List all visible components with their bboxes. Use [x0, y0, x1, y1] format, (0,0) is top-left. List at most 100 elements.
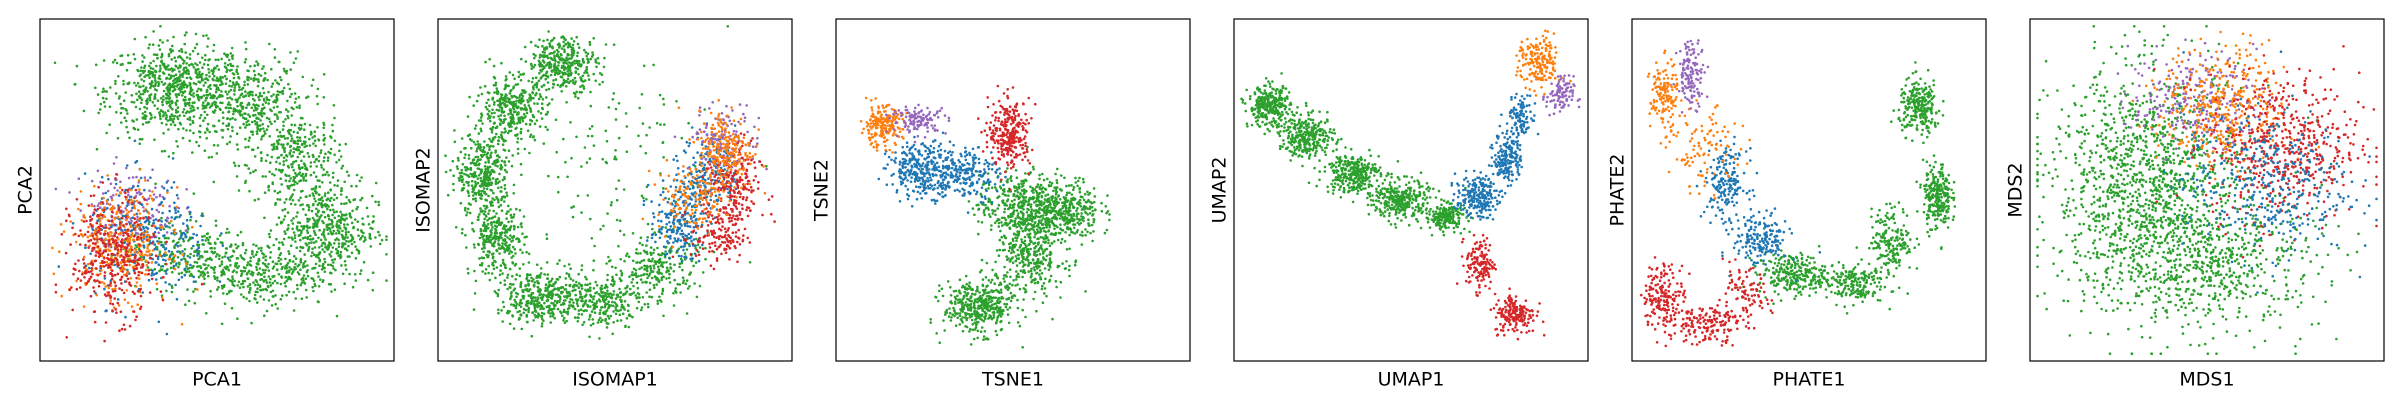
isomap-point-green: [477, 132, 481, 135]
pca-point-green: [359, 269, 363, 272]
isomap-point-green: [565, 58, 568, 62]
pca-point-red: [103, 293, 107, 296]
pca-point-green: [202, 34, 205, 38]
pca-point-green: [238, 286, 242, 290]
isomap-point-green: [494, 260, 497, 264]
isomap-point-green: [539, 77, 543, 80]
isomap-point-green: [480, 233, 483, 236]
isomap-point-green: [498, 99, 501, 102]
pca-point-green: [201, 243, 204, 246]
pca-point-green: [267, 90, 270, 94]
isomap-point-green: [479, 185, 483, 188]
isomap-point-green: [533, 56, 536, 60]
pca-point-green: [298, 249, 302, 253]
pca-point-green: [348, 272, 351, 276]
pca-point-blue: [174, 283, 177, 287]
pca-point-red: [113, 234, 116, 238]
isomap-point-green: [541, 68, 545, 71]
pca-point-green: [186, 69, 189, 72]
pca-point-green: [277, 256, 281, 260]
pca-point-blue: [144, 215, 148, 219]
isomap-point-green: [574, 92, 577, 96]
pca-point-green: [266, 153, 269, 157]
pca-point-green: [165, 87, 168, 90]
pca-point-green: [303, 163, 307, 166]
pca-point-green: [254, 283, 257, 287]
pca-point-red: [120, 288, 124, 292]
pca-point-green: [163, 236, 167, 240]
pca-point-red: [92, 211, 96, 214]
pca-point-green: [299, 238, 302, 242]
isomap-point-green: [482, 250, 485, 254]
pca-point-purple: [119, 180, 122, 184]
isomap-point-green: [542, 142, 546, 145]
pca-point-green: [181, 75, 184, 78]
pca-point-green: [325, 170, 329, 174]
isomap-point-green: [466, 207, 470, 211]
pca-point-green: [230, 306, 234, 310]
pca-point-green: [143, 110, 147, 114]
pca-point-green: [259, 127, 263, 131]
pca-point-green: [144, 74, 148, 77]
isomap-point-green: [503, 231, 507, 234]
isomap-point-green: [467, 191, 470, 194]
pca-point-green: [300, 246, 304, 249]
pca-point-green: [185, 56, 189, 59]
pca-point-green: [142, 79, 146, 83]
pca-point-orange: [125, 208, 128, 212]
pca-point-green: [288, 179, 291, 183]
pca-point-green: [333, 116, 336, 120]
pca-point-green: [124, 119, 128, 123]
pca-point-green: [277, 111, 281, 114]
pca-point-green: [313, 139, 317, 142]
pca-point-green: [261, 87, 265, 90]
isomap-point-green: [565, 85, 568, 88]
pca-point-purple: [93, 204, 96, 208]
pca-point-blue: [164, 269, 168, 273]
pca-point-green: [313, 134, 317, 138]
pca-point-orange: [82, 305, 86, 308]
pca-point-green: [182, 62, 185, 65]
pca-point-green: [117, 75, 120, 78]
pca-point-green: [243, 60, 247, 64]
pca-point-red: [110, 210, 114, 214]
pca-point-green: [263, 216, 266, 220]
pca-point-green: [227, 268, 231, 272]
pca-scatter-points: [51, 25, 388, 343]
pca-point-red: [126, 277, 130, 281]
pca-point-green: [343, 260, 347, 263]
pca-point-green: [247, 69, 250, 73]
pca-point-green: [270, 85, 274, 88]
pca-point-orange: [118, 186, 122, 189]
pca-point-green: [173, 81, 177, 84]
isomap-point-green: [525, 108, 528, 112]
pca-point-green: [153, 95, 157, 98]
isomap-point-green: [589, 90, 592, 94]
pca-point-green: [198, 70, 201, 74]
pca-point-green: [320, 166, 324, 169]
pca-point-green: [202, 101, 205, 104]
pca-point-green: [210, 258, 213, 262]
pca-point-green: [285, 159, 288, 162]
pca-point-red: [60, 233, 64, 236]
pca-point-green: [103, 105, 107, 108]
isomap-point-green: [503, 114, 506, 118]
pca-point-orange: [134, 224, 138, 227]
pca-point-green: [286, 99, 289, 103]
pca-point-green: [114, 82, 117, 86]
pca-point-green: [170, 253, 174, 256]
pca-point-green: [206, 271, 209, 274]
pca-point-green: [296, 142, 300, 146]
pca-point-green: [275, 95, 278, 99]
isomap-point-green: [490, 112, 494, 115]
pca-point-blue: [133, 139, 137, 143]
pca-point-orange: [129, 188, 133, 192]
isomap-point-green: [464, 153, 467, 156]
pca-point-green: [193, 46, 197, 50]
pca-point-green: [301, 236, 305, 240]
isomap-point-green: [512, 213, 516, 216]
pca-point-green: [219, 241, 223, 244]
pca-point-green: [235, 246, 238, 250]
pca-point-green: [176, 115, 179, 118]
